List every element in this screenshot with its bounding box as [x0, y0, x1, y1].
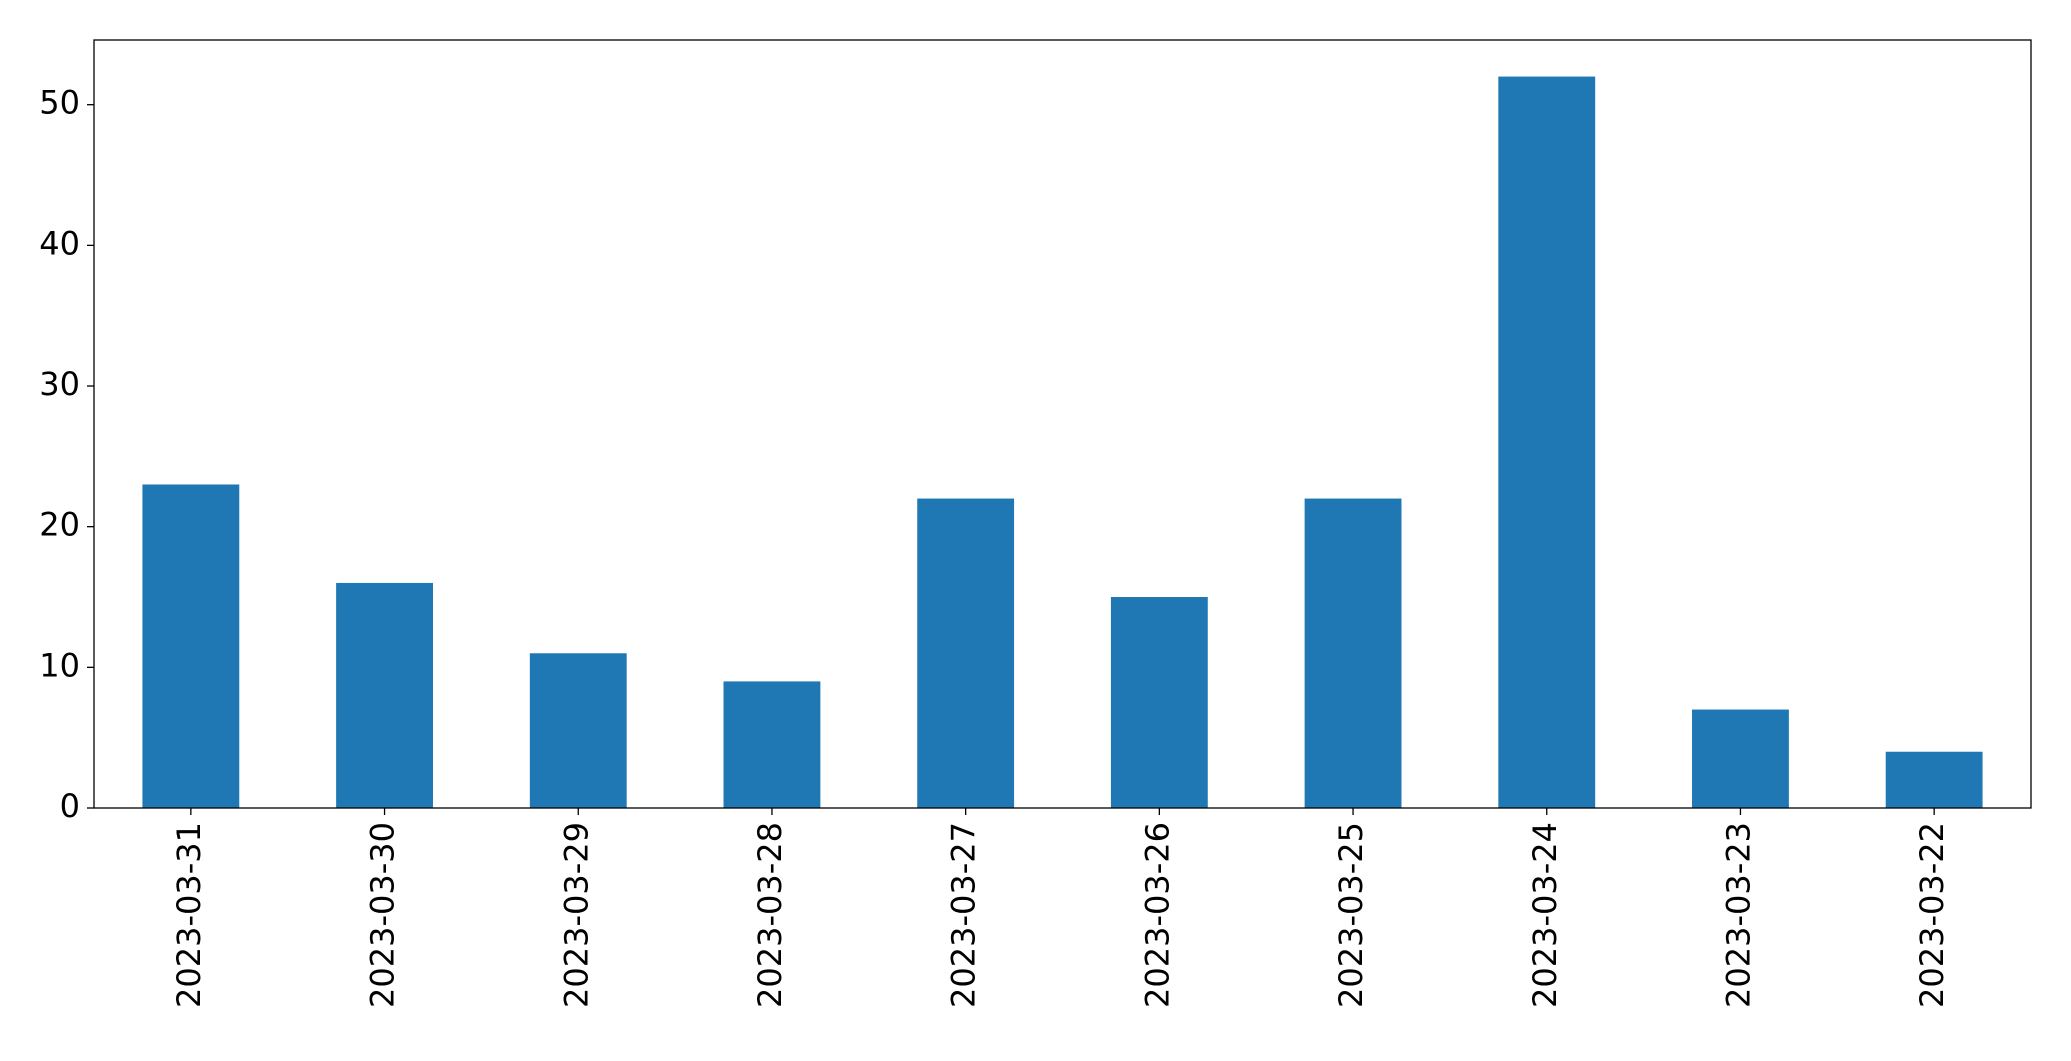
y-tick-label: 10: [39, 646, 80, 684]
y-tick-label: 50: [39, 84, 80, 122]
x-tick-label: 2023-03-23: [1719, 822, 1757, 1008]
x-tick-label: 2023-03-31: [170, 822, 208, 1008]
x-tick-label: 2023-03-25: [1332, 822, 1370, 1008]
bar: [529, 653, 627, 808]
bar: [723, 681, 821, 808]
bar: [142, 484, 240, 808]
y-tick-label: 20: [39, 506, 80, 544]
x-tick-label: 2023-03-30: [364, 822, 402, 1008]
y-tick-label: 0: [60, 787, 80, 825]
bar: [336, 582, 433, 808]
bar: [1304, 498, 1402, 808]
plot-frame: [93, 39, 2032, 809]
x-tick-label: 2023-03-26: [1138, 822, 1176, 1008]
x-tick-label: 2023-03-29: [557, 822, 595, 1008]
bar: [1692, 709, 1789, 808]
x-tick-label: 2023-03-27: [945, 822, 983, 1008]
bar: [917, 498, 1015, 808]
bar: [1110, 597, 1208, 808]
bar: [1498, 76, 1596, 809]
y-tick-label: 30: [39, 365, 80, 403]
y-tick-label: 40: [39, 224, 80, 262]
bar: [1885, 751, 1983, 808]
x-tick-label: 2023-03-28: [751, 822, 789, 1008]
x-tick-label: 2023-03-24: [1526, 822, 1564, 1008]
x-tick-label: 2023-03-22: [1913, 822, 1951, 1008]
